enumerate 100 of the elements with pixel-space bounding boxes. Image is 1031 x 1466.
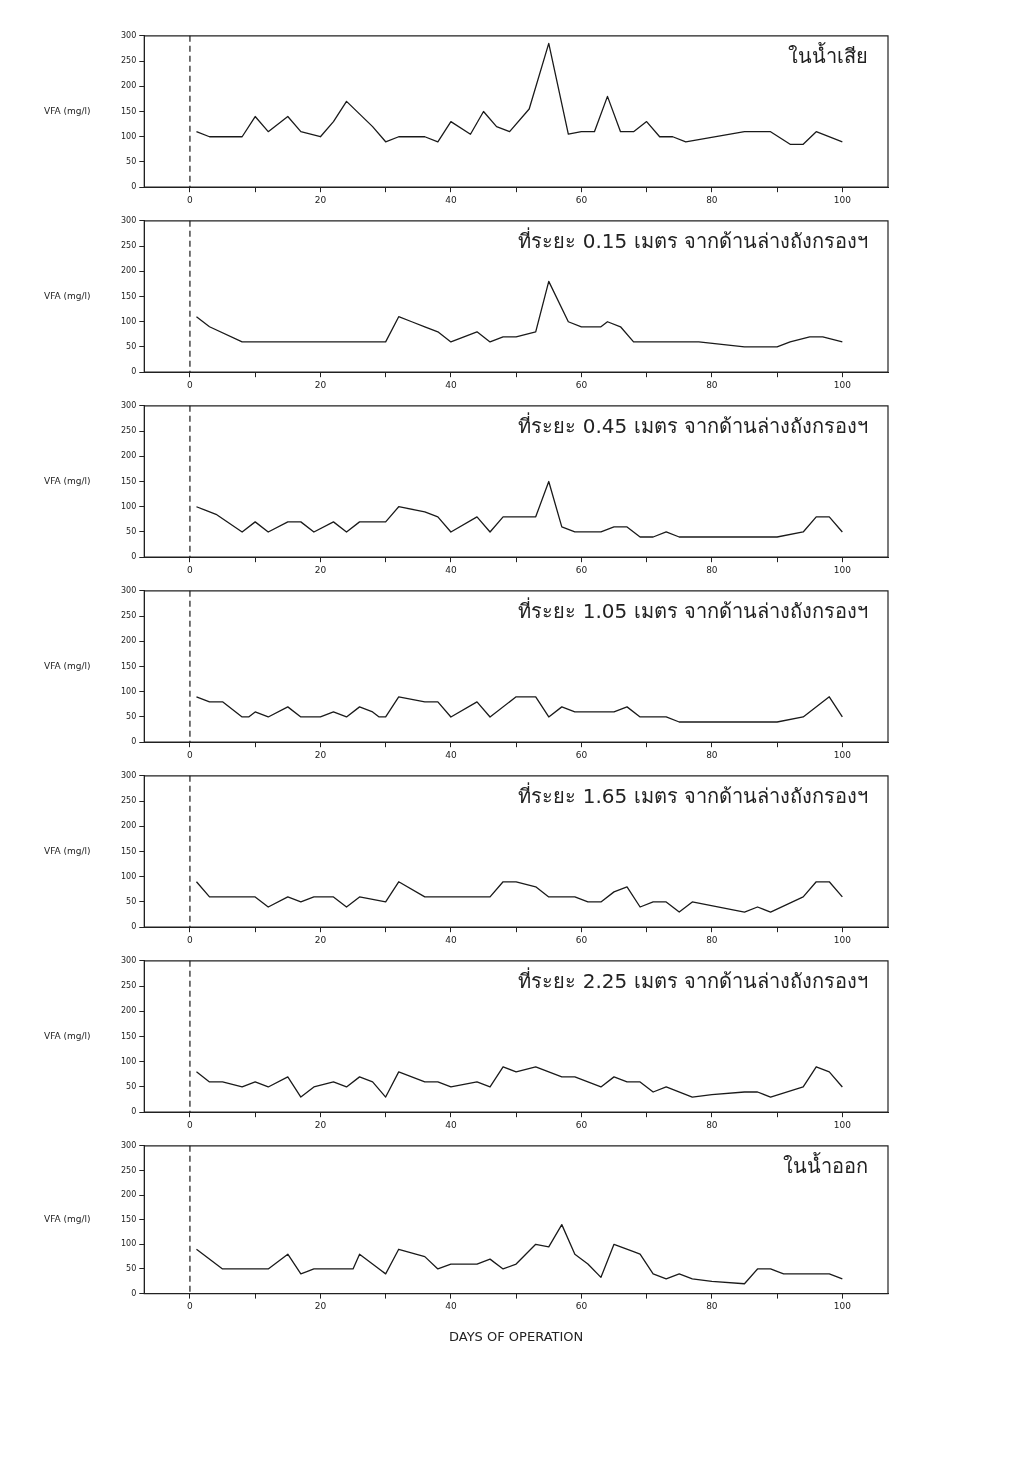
y-tick-label: 0 <box>131 1288 137 1298</box>
x-tick-label: 0 <box>187 564 194 575</box>
y-tick-label: 50 <box>126 157 137 167</box>
x-tick-label: 100 <box>833 379 852 390</box>
y-tick-label: 100 <box>120 686 137 696</box>
y-tick-label: 200 <box>120 451 137 461</box>
y-tick-label: 50 <box>126 527 137 537</box>
x-tick-label: 0 <box>187 1301 194 1312</box>
x-tick-label: 0 <box>187 1119 194 1130</box>
y-tick-label: 100 <box>120 1056 137 1066</box>
y-tick-label: 300 <box>120 585 137 595</box>
y-tick-label: 300 <box>120 400 137 410</box>
y-tick-label: 150 <box>120 106 137 116</box>
x-tick-label: 40 <box>445 934 457 945</box>
y-tick-label: 200 <box>120 636 137 646</box>
y-tick-label: 300 <box>120 30 137 40</box>
x-tick-label: 20 <box>314 749 327 760</box>
y-tick-label: 150 <box>120 661 137 671</box>
x-tick-label: 20 <box>314 564 327 575</box>
y-tick-label: 0 <box>131 1107 137 1117</box>
x-tick-label: 0 <box>187 194 194 205</box>
x-tick-label: 40 <box>445 749 457 760</box>
x-tick-label: 80 <box>706 564 718 575</box>
x-tick-label: 60 <box>575 1119 588 1130</box>
y-tick-label: 250 <box>120 981 137 991</box>
annotation: ที่ระยะ 0.45 เมตร จากด้านล่างถังกรองฯ <box>518 412 868 438</box>
x-tick-label: 100 <box>833 934 852 945</box>
y-tick-label: 100 <box>120 131 137 141</box>
x-tick-label: 20 <box>314 934 327 945</box>
x-tick-label: 100 <box>833 194 852 205</box>
y-tick-label: 250 <box>120 796 137 806</box>
y-tick-label: 100 <box>120 501 137 511</box>
x-tick-label: 100 <box>833 1301 852 1312</box>
x-tick-label: 0 <box>187 379 194 390</box>
y-tick-label: 50 <box>126 897 137 907</box>
x-tick-label: 100 <box>833 564 852 575</box>
y-tick-label: 300 <box>120 215 137 225</box>
y-tick-label: 150 <box>120 846 137 856</box>
y-tick-label: 200 <box>120 1006 137 1016</box>
annotation: ที่ระยะ 2.25 เมตร จากด้านล่างถังกรองฯ <box>518 967 868 993</box>
y-axis-title: VFA (mg/l) <box>44 1214 91 1225</box>
x-tick-label: 20 <box>314 1301 327 1312</box>
y-tick-label: 200 <box>120 266 137 276</box>
x-tick-label: 80 <box>706 749 718 760</box>
x-tick-label: 80 <box>706 194 718 205</box>
y-tick-label: 300 <box>120 955 137 965</box>
x-tick-label: 100 <box>833 749 852 760</box>
x-tick-label: 40 <box>445 194 457 205</box>
y-tick-label: 0 <box>131 922 137 932</box>
x-tick-label: 40 <box>445 1301 457 1312</box>
y-tick-label: 50 <box>126 342 137 352</box>
y-tick-label: 150 <box>120 291 137 301</box>
x-tick-label: 60 <box>575 379 588 390</box>
x-tick-label: 80 <box>706 934 718 945</box>
y-tick-label: 0 <box>131 552 137 562</box>
x-tick-label: 80 <box>706 1301 718 1312</box>
y-axis-title: VFA (mg/l) <box>44 660 91 671</box>
y-tick-label: 100 <box>120 1239 137 1249</box>
y-tick-label: 250 <box>120 611 137 621</box>
y-tick-label: 300 <box>120 770 137 780</box>
y-axis-title: VFA (mg/l) <box>44 105 91 116</box>
x-tick-label: 20 <box>314 194 327 205</box>
y-tick-label: 200 <box>120 81 137 91</box>
x-tick-label: 40 <box>445 379 457 390</box>
y-tick-label: 50 <box>126 1082 137 1092</box>
y-tick-label: 0 <box>131 182 137 192</box>
x-tick-label: 100 <box>833 1119 852 1130</box>
x-tick-label: 20 <box>314 379 327 390</box>
y-tick-label: 300 <box>120 1140 137 1150</box>
y-tick-label: 50 <box>126 712 137 722</box>
y-tick-label: 200 <box>120 821 137 831</box>
y-axis-title: VFA (mg/l) <box>44 845 91 856</box>
x-tick-label: 60 <box>575 1301 588 1312</box>
annotation: ในน้ำออก <box>783 1152 868 1178</box>
x-tick-label: 0 <box>187 749 194 760</box>
annotation: ที่ระยะ 1.05 เมตร จากด้านล่างถังกรองฯ <box>518 597 868 623</box>
x-tick-label: 0 <box>187 934 194 945</box>
y-tick-label: 250 <box>120 426 137 436</box>
x-tick-label: 20 <box>314 1119 327 1130</box>
y-axis-title: VFA (mg/l) <box>44 1030 91 1041</box>
y-axis-title: VFA (mg/l) <box>44 290 91 301</box>
y-tick-label: 150 <box>120 476 137 486</box>
y-tick-label: 250 <box>120 56 137 66</box>
y-tick-label: 0 <box>131 367 137 377</box>
y-tick-label: 50 <box>126 1264 137 1274</box>
x-tick-label: 40 <box>445 564 457 575</box>
annotation: ที่ระยะ 1.65 เมตร จากด้านล่างถังกรองฯ <box>518 782 868 808</box>
x-tick-label: 60 <box>575 194 588 205</box>
x-tick-label: 60 <box>575 564 588 575</box>
y-tick-label: 100 <box>120 316 137 326</box>
y-tick-label: 100 <box>120 871 137 881</box>
y-tick-label: 250 <box>120 241 137 251</box>
x-tick-label: 80 <box>706 379 718 390</box>
x-tick-label: 60 <box>575 749 588 760</box>
y-tick-label: 200 <box>120 1190 137 1200</box>
annotation: ที่ระยะ 0.15 เมตร จากด้านล่างถังกรองฯ <box>518 227 868 253</box>
y-tick-label: 250 <box>120 1165 137 1175</box>
x-tick-label: 80 <box>706 1119 718 1130</box>
annotation: ในน้ำเสีย <box>788 42 868 68</box>
y-tick-label: 150 <box>120 1214 137 1224</box>
